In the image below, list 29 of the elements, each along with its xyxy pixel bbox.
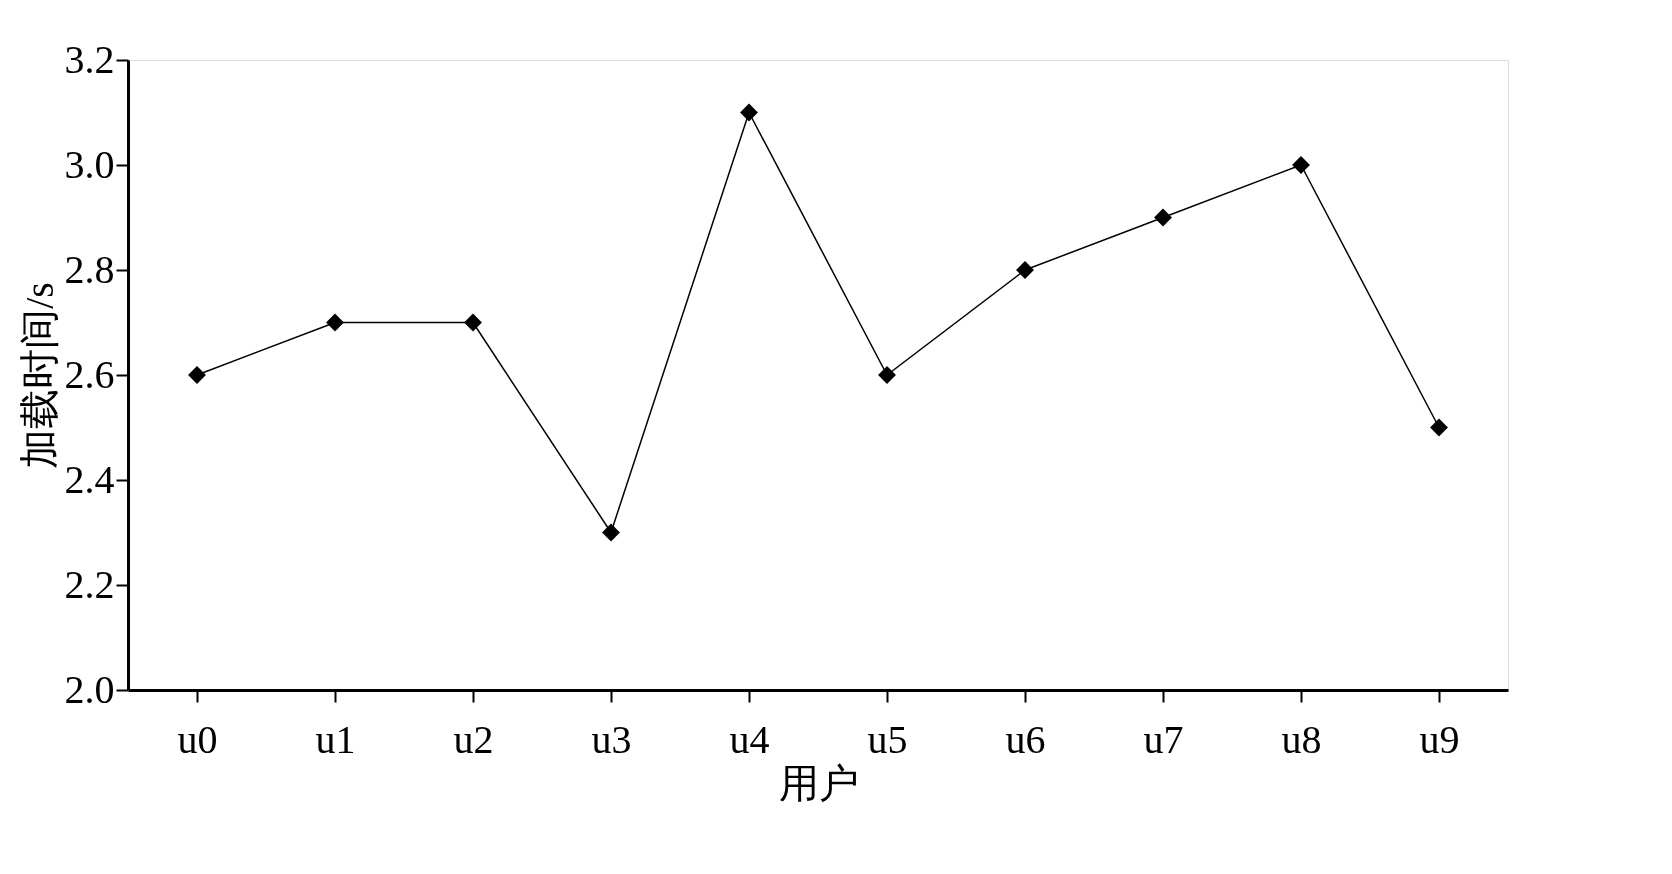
x-tick-label: u7 <box>1143 716 1184 762</box>
y-tick-label: 2.8 <box>64 246 115 292</box>
point <box>1016 261 1034 279</box>
x-tick-label: u5 <box>867 716 908 762</box>
x-tick-label: u4 <box>729 716 770 762</box>
x-tick-label: u8 <box>1281 716 1322 762</box>
x-tick-label: u3 <box>591 716 632 762</box>
x-tick-label: u0 <box>177 716 218 762</box>
y-tick-label: 3.0 <box>64 141 115 187</box>
x-axis-title: 用户 <box>778 760 859 806</box>
y-tick-label: 2.4 <box>64 456 115 502</box>
y-tick-label: 2.2 <box>64 561 115 607</box>
y-tick-label: 3.2 <box>64 36 115 82</box>
point <box>1154 208 1172 227</box>
point <box>188 366 206 384</box>
x-tick-label: u9 <box>1419 716 1460 762</box>
y-tick-label: 2.6 <box>64 351 115 397</box>
point <box>602 523 620 542</box>
point <box>464 313 482 332</box>
point <box>1430 418 1448 437</box>
x-tick-label: u2 <box>453 716 494 762</box>
x-tick-label: u1 <box>315 716 356 762</box>
y-axis-title: 加载时间/s <box>16 282 62 469</box>
point <box>1292 156 1310 174</box>
point <box>326 313 344 332</box>
point <box>878 366 896 384</box>
y-tick-label: 2.0 <box>64 666 115 712</box>
point <box>740 103 758 122</box>
x-tick-label: u6 <box>1005 716 1046 762</box>
